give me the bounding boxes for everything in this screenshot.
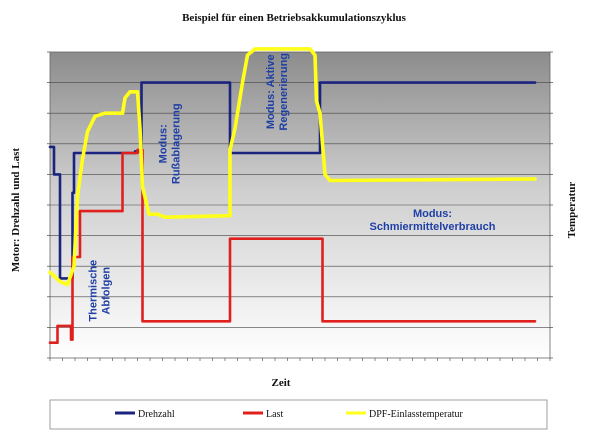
x-axis-label: Zeit xyxy=(272,377,291,389)
axis-ticks xyxy=(47,51,553,361)
annotation-line: Modus: xyxy=(158,124,170,163)
legend-items: Drehzahl Last DPF-Einlasstemperatur xyxy=(115,409,464,420)
annotation-2: Modus:Rußablagerung xyxy=(158,103,183,184)
y-axis-left-label: Motor: Drehzahl und Last xyxy=(10,148,22,272)
legend: Drehzahl Last DPF-Einlasstemperatur xyxy=(49,399,548,430)
legend-label: Drehzahl xyxy=(138,409,175,420)
annotation-1: ThermischeAbfolgen xyxy=(88,260,113,322)
series-line-last xyxy=(48,148,537,345)
y-axis-right-label: Temperatur xyxy=(566,182,578,239)
chart-title: Beispiel für einen Betriebsakkumulations… xyxy=(182,12,407,24)
annotation-4: Modus: Schmiermittelverbrauch xyxy=(370,208,496,233)
annotation-line: Regenerierung xyxy=(278,53,290,131)
series-line-drehzahl xyxy=(48,81,537,280)
annotation-line: Modus: xyxy=(413,208,452,220)
annotation-3: Modus: AktiveRegenerierung xyxy=(265,53,290,131)
series-line-dpf-einlasstemperatur xyxy=(48,47,537,287)
annotation-line: Thermische xyxy=(88,260,100,322)
legend-label: DPF-Einlasstemperatur xyxy=(369,409,464,420)
series-lines xyxy=(48,47,537,345)
annotation-line: Schmiermittelverbrauch xyxy=(370,221,496,233)
legend-label: Last xyxy=(266,409,283,420)
annotations: ThermischeAbfolgenModus:RußablagerungMod… xyxy=(88,53,496,322)
annotation-line: Rußablagerung xyxy=(171,103,183,184)
annotation-line: Modus: Aktive xyxy=(265,54,277,129)
annotation-line: Abfolgen xyxy=(101,267,113,315)
